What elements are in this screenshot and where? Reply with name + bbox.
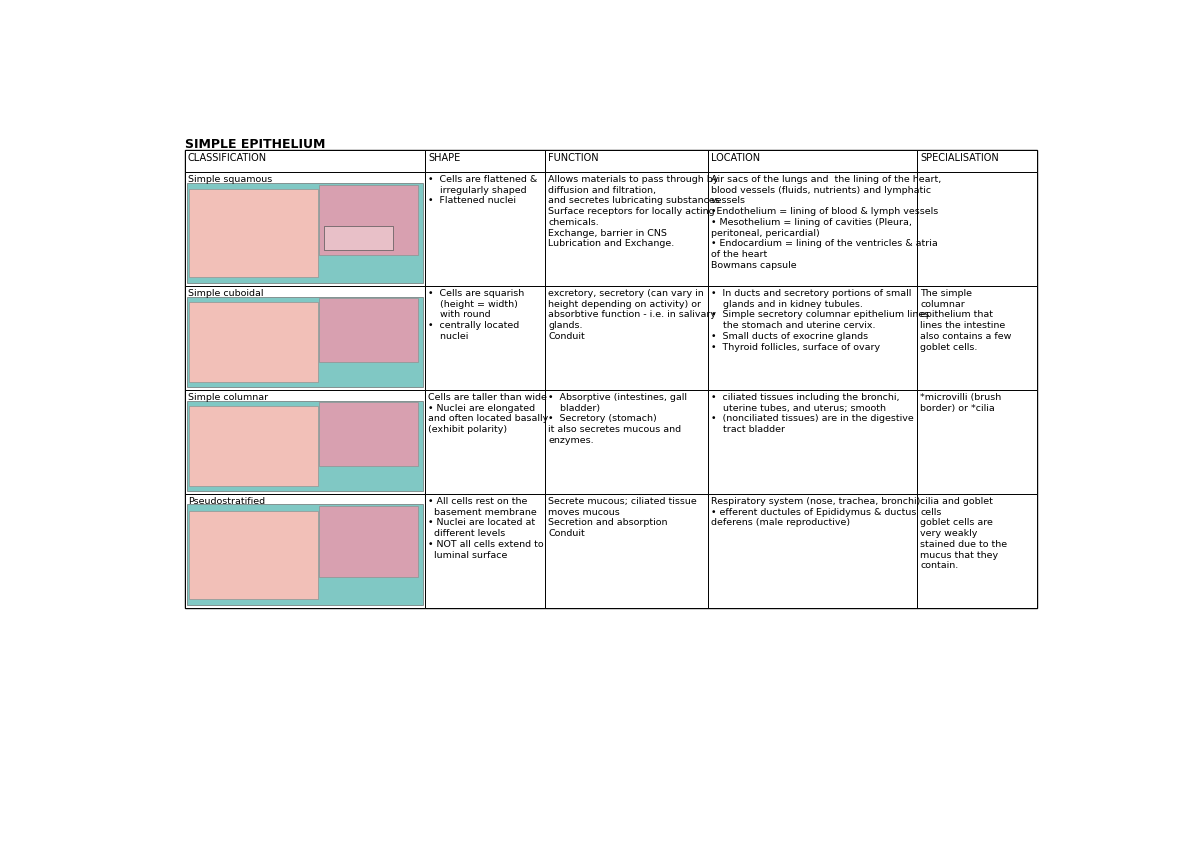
Bar <box>187 505 422 605</box>
Bar <box>185 172 425 286</box>
Bar <box>187 182 422 283</box>
Bar <box>708 172 917 286</box>
Text: Respiratory system (nose, trachea, bronchi)
• efferent ductules of Epididymus & : Respiratory system (nose, trachea, bronc… <box>712 497 920 527</box>
Bar <box>188 302 318 382</box>
Bar <box>319 298 418 362</box>
Bar <box>425 150 545 172</box>
Bar <box>319 506 418 577</box>
Bar <box>545 390 708 494</box>
Bar <box>185 150 1037 608</box>
Bar <box>425 390 545 494</box>
Text: cilia and goblet
cells
goblet cells are
very weakly
stained due to the
mucus tha: cilia and goblet cells goblet cells are … <box>920 497 1008 570</box>
Bar <box>545 494 708 608</box>
Bar <box>545 172 708 286</box>
Bar <box>188 510 318 600</box>
Bar <box>188 406 318 486</box>
Bar <box>187 400 422 491</box>
Bar <box>185 494 425 608</box>
Text: •  Cells are squarish
    (height = width)
    with round
•  centrally located
 : • Cells are squarish (height = width) wi… <box>428 289 524 341</box>
Text: •  ciliated tissues including the bronchi,
    uterine tubes, and uterus; smooth: • ciliated tissues including the bronchi… <box>712 393 914 434</box>
Bar <box>545 286 708 390</box>
Text: The simple
columnar
epithelium that
lines the intestine
also contains a few
gobl: The simple columnar epithelium that line… <box>920 289 1012 352</box>
Bar <box>708 286 917 390</box>
Text: •  Cells are flattened &
    irregularly shaped
•  Flattened nuclei: • Cells are flattened & irregularly shap… <box>428 175 538 205</box>
Bar <box>185 390 425 494</box>
Text: Air sacs of the lungs and  the lining of the heart,
blood vessels (fluids, nutri: Air sacs of the lungs and the lining of … <box>712 175 941 270</box>
Text: Simple squamous: Simple squamous <box>188 175 272 184</box>
Bar <box>324 226 394 250</box>
Bar <box>187 297 422 388</box>
Text: excretory, secretory (can vary in
height depending on activity) or
absorbtive fu: excretory, secretory (can vary in height… <box>548 289 716 341</box>
Text: SPECIALISATION: SPECIALISATION <box>920 153 1000 164</box>
Bar <box>319 402 418 466</box>
Text: SIMPLE EPITHELIUM: SIMPLE EPITHELIUM <box>185 138 325 151</box>
Text: Simple columnar: Simple columnar <box>188 393 268 402</box>
Bar <box>319 185 418 255</box>
Text: Cells are taller than wide
• Nuclei are elongated
and often located basally
(exh: Cells are taller than wide • Nuclei are … <box>428 393 548 434</box>
Text: Secrete mucous; ciliated tissue
moves mucous
Secretion and absorption
Conduit: Secrete mucous; ciliated tissue moves mu… <box>548 497 697 538</box>
Text: CLASSIFICATION: CLASSIFICATION <box>188 153 268 164</box>
Bar <box>917 150 1037 172</box>
Text: SHAPE: SHAPE <box>428 153 461 164</box>
Text: Allows materials to pass through by
diffusion and filtration,
and secretes lubri: Allows materials to pass through by diff… <box>548 175 720 248</box>
Bar <box>917 390 1037 494</box>
Bar <box>188 188 318 277</box>
Bar <box>917 494 1037 608</box>
Bar <box>425 494 545 608</box>
Text: Pseudostratified: Pseudostratified <box>188 497 265 505</box>
Text: •  Absorptive (intestines, gall
    bladder)
•  Secretory (stomach)
it also secr: • Absorptive (intestines, gall bladder) … <box>548 393 688 445</box>
Bar <box>917 172 1037 286</box>
Text: •  In ducts and secretory portions of small
    glands and in kidney tubules.
• : • In ducts and secretory portions of sma… <box>712 289 929 352</box>
Bar <box>708 150 917 172</box>
Bar <box>708 390 917 494</box>
Text: • All cells rest on the
  basement membrane
• Nuclei are located at
  different : • All cells rest on the basement membran… <box>428 497 544 560</box>
Bar <box>425 286 545 390</box>
Text: *microvilli (brush
border) or *cilia: *microvilli (brush border) or *cilia <box>920 393 1002 413</box>
Bar <box>545 150 708 172</box>
Text: Simple cuboidal: Simple cuboidal <box>188 289 264 298</box>
Text: FUNCTION: FUNCTION <box>548 153 599 164</box>
Bar <box>425 172 545 286</box>
Bar <box>917 286 1037 390</box>
Bar <box>708 494 917 608</box>
Bar <box>185 286 425 390</box>
Text: LOCATION: LOCATION <box>712 153 761 164</box>
Bar <box>185 150 425 172</box>
